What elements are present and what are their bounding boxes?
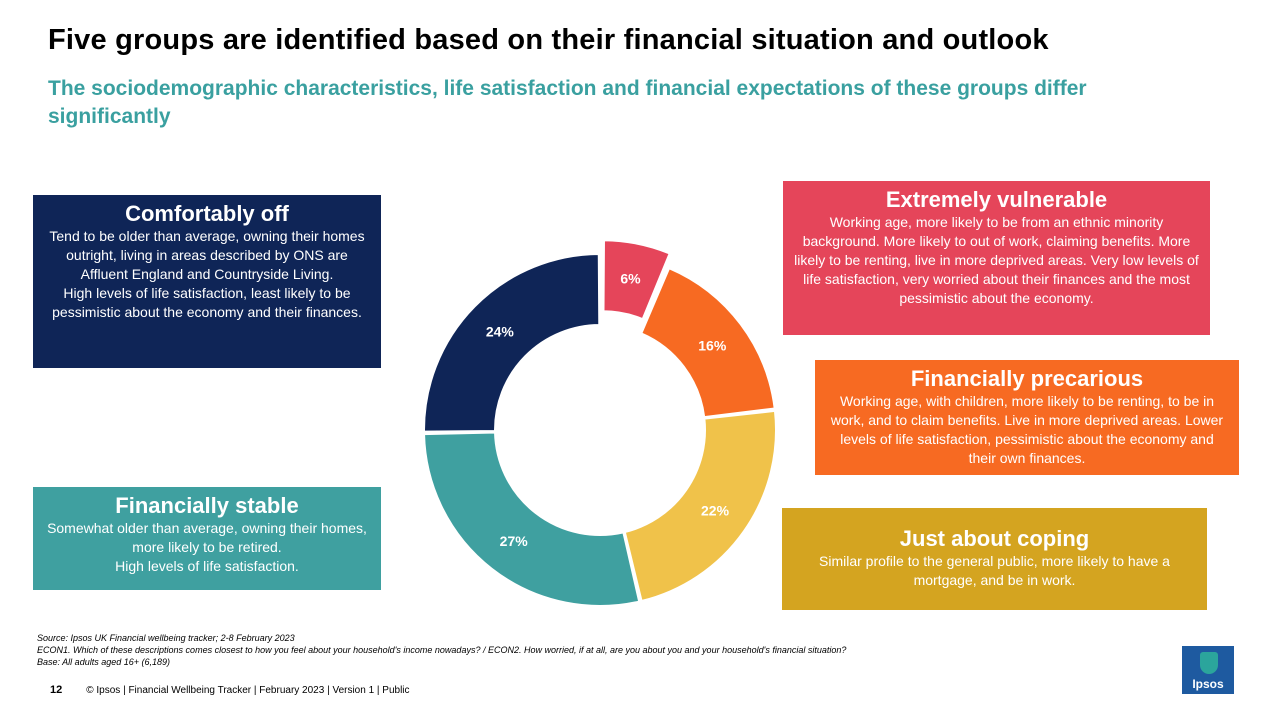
- group-description: Working age, with children, more likely …: [830, 393, 1224, 466]
- donut-slice-extremely-vulnerable: [602, 239, 671, 321]
- group-heading: Extremely vulnerable: [885, 187, 1108, 212]
- group-heading: Comfortably off: [125, 201, 289, 226]
- donut-slice-just-about-coping: [623, 409, 777, 603]
- group-card-extremely-vulnerable: Extremely vulnerable Working age, more l…: [783, 181, 1210, 335]
- page-subtitle: The sociodemographic characteristics, li…: [48, 77, 1087, 128]
- group-card-financially-stable: Financially stable Somewhat older than a…: [33, 487, 381, 590]
- footnotes: Source: Ipsos UK Financial wellbeing tra…: [37, 632, 1037, 668]
- group-description: Similar profile to the general public, m…: [819, 553, 1170, 588]
- question-note: ECON1. Which of these descriptions comes…: [37, 645, 847, 655]
- ipsos-logo: Ipsos: [1182, 646, 1234, 694]
- group-heading: Financially stable: [115, 493, 299, 518]
- donut-label: 6%: [620, 271, 641, 287]
- logo-mark-icon: [1200, 652, 1218, 674]
- group-card-financially-precarious: Financially precarious Working age, with…: [815, 360, 1239, 475]
- group-heading: Just about coping: [899, 526, 1090, 551]
- group-description: Working age, more likely to be from an e…: [794, 214, 1199, 306]
- footer: 12 © Ipsos | Financial Wellbeing Tracker…: [50, 684, 410, 696]
- donut-slice-financially-stable: [423, 431, 641, 607]
- group-heading: Financially precarious: [910, 366, 1144, 391]
- donut-chart: 6% 16% 22% 27% 24%: [423, 239, 777, 607]
- group-card-comfortably-off: Comfortably off Tend to be older than av…: [33, 195, 381, 368]
- base-note: Base: All adults aged 16+ (6,189): [37, 657, 171, 667]
- donut-slice-financially-precarious: [639, 266, 776, 419]
- source-note: Source: Ipsos UK Financial wellbeing tra…: [37, 633, 295, 643]
- page-number: 12: [50, 684, 63, 696]
- footer-text: © Ipsos | Financial Wellbeing Tracker | …: [86, 684, 410, 696]
- donut-label: 16%: [698, 338, 727, 354]
- donut-slice-comfortably-off: [423, 252, 601, 433]
- donut-label: 22%: [701, 503, 730, 519]
- page-title: Five groups are identified based on thei…: [48, 24, 1049, 56]
- donut-label: 24%: [486, 323, 515, 339]
- group-description: Somewhat older than average, owning thei…: [47, 520, 367, 574]
- group-card-just-about-coping: Just about coping Similar profile to the…: [782, 508, 1207, 610]
- group-description: Tend to be older than average, owning th…: [49, 228, 365, 320]
- logo-text: Ipsos: [1192, 677, 1224, 691]
- donut-label: 27%: [500, 533, 529, 549]
